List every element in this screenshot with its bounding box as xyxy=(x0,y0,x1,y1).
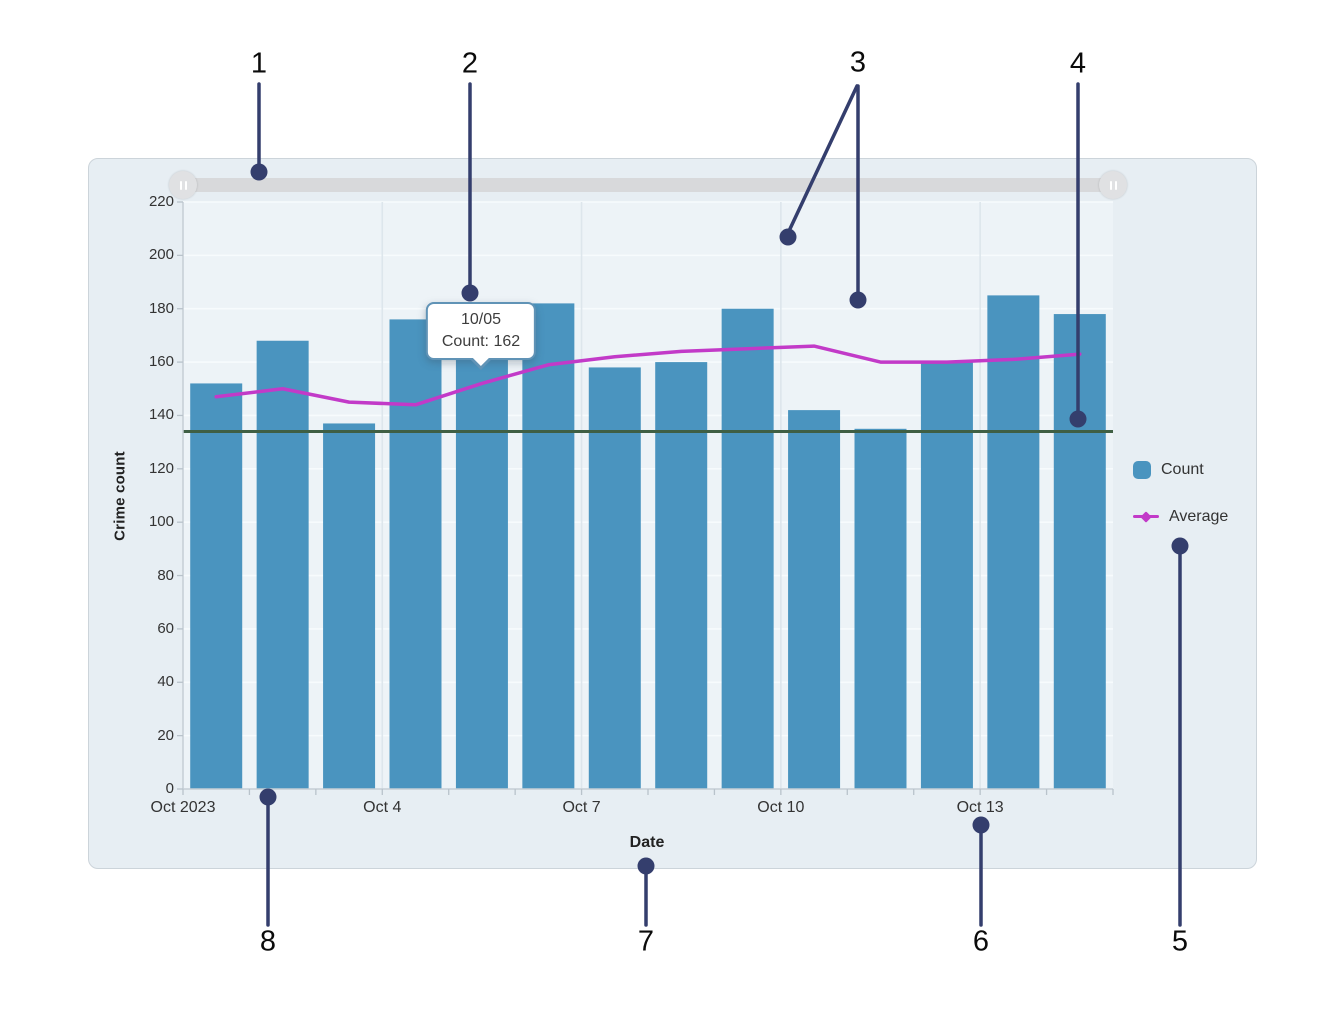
grip-icon xyxy=(1109,180,1117,190)
bar-10/04[interactable] xyxy=(389,319,442,789)
y-tick-label: 180 xyxy=(148,299,174,317)
count-swatch-icon xyxy=(1133,461,1151,479)
callout-label-4: 4 xyxy=(1069,47,1087,80)
x-tick-label: Oct 7 xyxy=(562,799,601,816)
slider-left-handle[interactable] xyxy=(169,171,197,199)
bar-10/11[interactable] xyxy=(854,428,907,789)
y-tick-label: 0 xyxy=(165,780,174,797)
y-tick-label: 160 xyxy=(148,353,174,371)
y-tick-label: 60 xyxy=(157,619,174,637)
bar-10/05[interactable] xyxy=(455,356,508,789)
bar-10/13[interactable] xyxy=(987,295,1040,789)
bar-10/03[interactable] xyxy=(323,423,376,789)
legend-item-average[interactable]: Average xyxy=(1133,508,1228,526)
x-tick-label: Oct 4 xyxy=(363,799,402,816)
x-axis-title: Date xyxy=(629,834,665,851)
bar-10/06[interactable] xyxy=(522,303,575,789)
y-tick-label: 40 xyxy=(157,673,174,691)
callout-label-2: 2 xyxy=(461,47,479,80)
x-tick-label: Oct 10 xyxy=(757,799,805,816)
callout-label-8: 8 xyxy=(259,925,277,958)
grip-icon xyxy=(179,180,187,190)
bar-10/01[interactable] xyxy=(190,383,243,789)
legend: Count Average xyxy=(1133,461,1228,555)
y-axis-title: Crime count xyxy=(111,451,129,541)
callout-label-6: 6 xyxy=(972,925,990,958)
bar-10/02[interactable] xyxy=(256,340,309,789)
x-tick-label: Oct 2023 xyxy=(150,799,216,816)
bar-10/10[interactable] xyxy=(788,410,841,789)
callout-label-1: 1 xyxy=(250,47,268,80)
bar-10/14[interactable] xyxy=(1053,314,1106,789)
y-tick-label: 220 xyxy=(148,193,174,210)
legend-label-count: Count xyxy=(1161,461,1204,478)
bar-10/09[interactable] xyxy=(721,308,774,789)
y-tick-label: 80 xyxy=(157,566,174,584)
callout-label-5: 5 xyxy=(1171,925,1189,958)
callout-label-3: 3 xyxy=(849,46,867,79)
y-tick-label: 100 xyxy=(148,513,174,531)
bar-10/12[interactable] xyxy=(920,362,973,789)
tooltip-value: Count: 162 xyxy=(441,333,521,350)
average-line-icon xyxy=(1133,508,1159,526)
y-tick-label: 20 xyxy=(157,726,174,744)
slider-right-handle[interactable] xyxy=(1099,171,1127,199)
slider-track[interactable] xyxy=(183,178,1113,192)
plot-area xyxy=(183,202,1113,789)
average-line[interactable] xyxy=(214,344,1082,407)
y-tick-label: 140 xyxy=(148,406,174,424)
tooltip: 10/05 Count: 162 xyxy=(425,302,537,360)
callout-label-7: 7 xyxy=(637,925,655,958)
y-tick-label: 200 xyxy=(148,246,174,264)
legend-item-count[interactable]: Count xyxy=(1133,461,1228,479)
legend-label-average: Average xyxy=(1169,508,1229,525)
y-tick-label: 120 xyxy=(148,459,174,477)
tooltip-title: 10/05 xyxy=(460,311,502,328)
bar-10/07[interactable] xyxy=(588,367,641,789)
bar-10/08[interactable] xyxy=(655,362,708,789)
x-tick-label: Oct 13 xyxy=(956,799,1004,816)
